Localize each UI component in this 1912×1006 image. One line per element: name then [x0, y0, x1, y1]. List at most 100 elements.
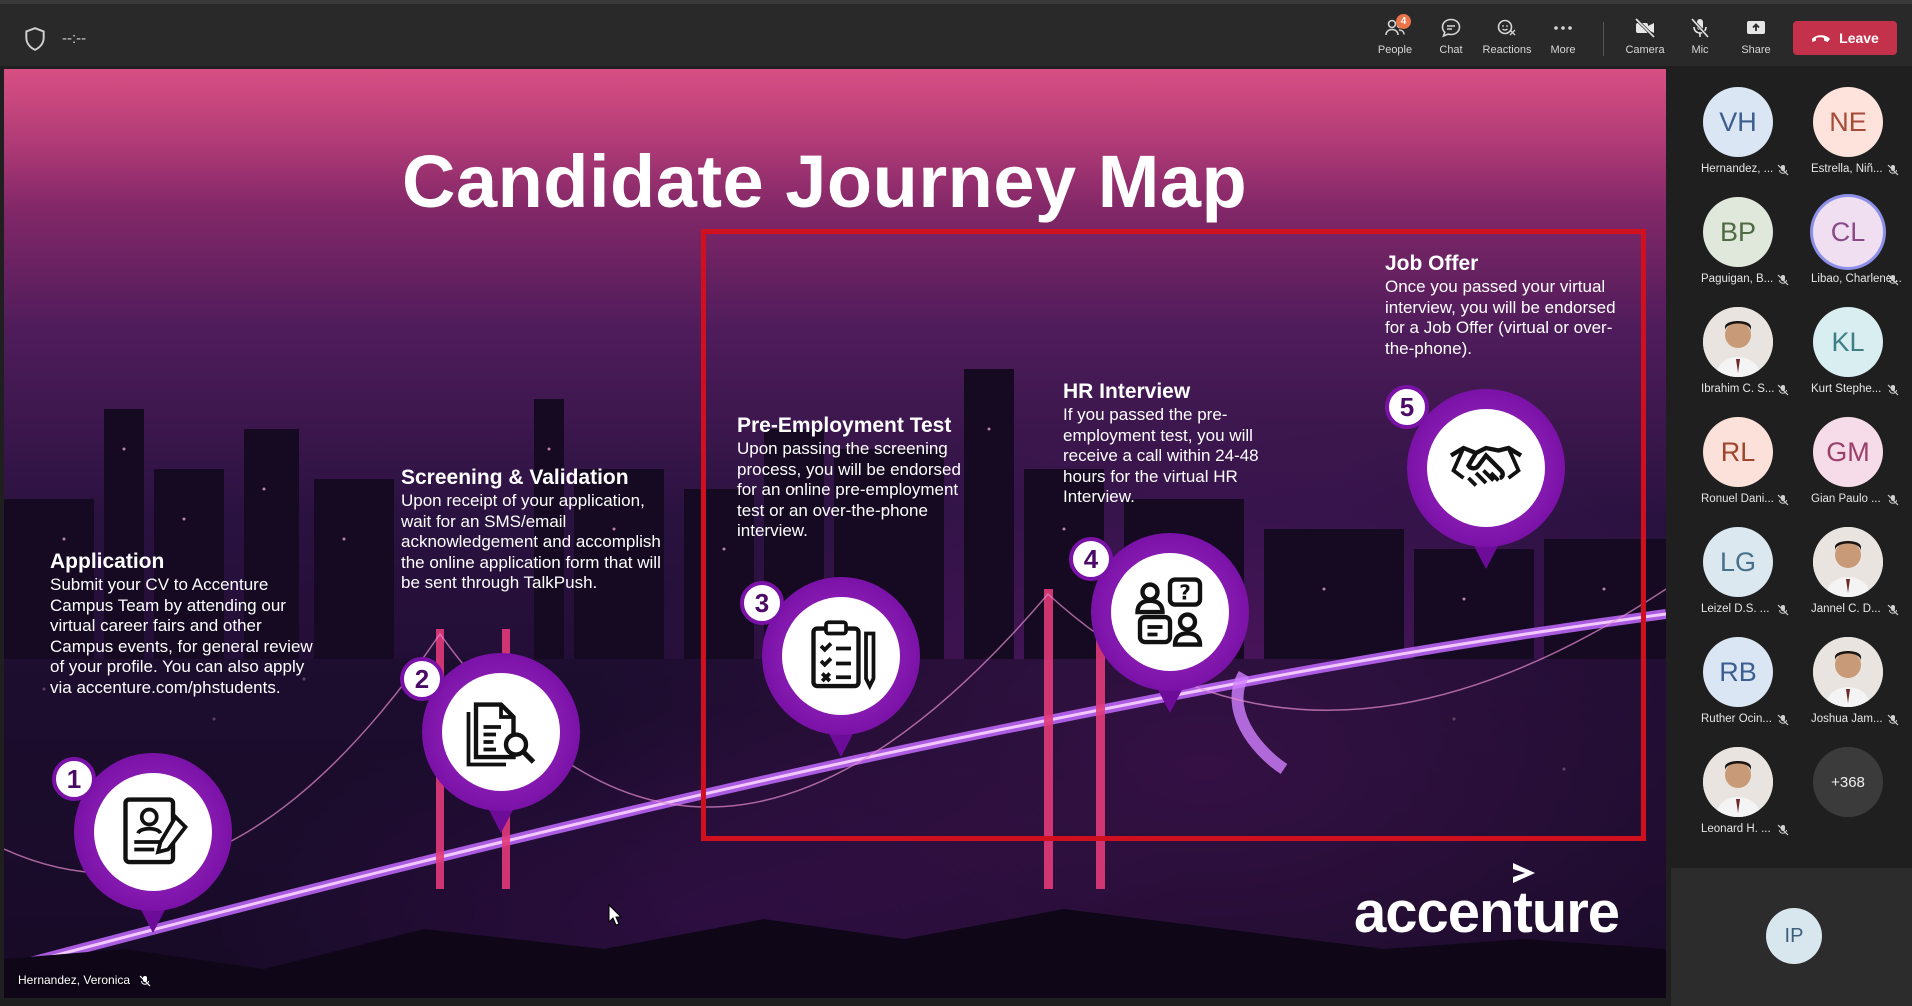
- mic-button[interactable]: Mic: [1672, 16, 1728, 64]
- participant-name: Jannel C. D...: [1811, 603, 1881, 615]
- more-button[interactable]: More: [1535, 16, 1591, 64]
- participant-name: Leizel D.S. ...: [1701, 603, 1770, 615]
- mic-muted-icon: [139, 975, 151, 987]
- participant-tile[interactable]: RB Ruther Ocin...: [1683, 627, 1793, 735]
- participant-avatar: KL: [1813, 307, 1883, 377]
- share-label: Share: [1741, 44, 1771, 56]
- step-5-text: Job Offer Once you passed your virtual i…: [1385, 251, 1635, 359]
- mic-muted-icon: [1777, 384, 1789, 396]
- self-view-tile[interactable]: IP: [1671, 868, 1912, 1006]
- participant-name: Ronuel Dani...: [1701, 493, 1774, 505]
- reactions-button[interactable]: Reactions: [1479, 16, 1535, 64]
- participant-name: Libao, Charlene...: [1811, 273, 1902, 285]
- participant-tile[interactable]: Ibrahim C. S...: [1683, 297, 1793, 405]
- leave-label: Leave: [1839, 30, 1879, 46]
- step-1-pin: [74, 753, 232, 943]
- step-4-pin: ?: [1091, 533, 1249, 723]
- participant-tile[interactable]: BP Paguigan, B...: [1683, 187, 1793, 295]
- people-button[interactable]: 4 People: [1367, 14, 1423, 64]
- step-2-pin: [422, 653, 580, 843]
- self-avatar: IP: [1766, 908, 1822, 964]
- participant-tile[interactable]: VH Hernandez, ...: [1683, 77, 1793, 185]
- more-participants-count: +368: [1813, 747, 1883, 817]
- more-dots-icon: [1554, 26, 1572, 30]
- mic-muted-icon: [1777, 604, 1789, 616]
- mic-off-icon: [1690, 18, 1710, 38]
- profile-photo-icon: [1813, 527, 1883, 597]
- participant-avatar: [1703, 307, 1773, 377]
- step-3-body: Upon passing the screening process, you …: [737, 439, 961, 540]
- shield-icon[interactable]: [22, 26, 48, 52]
- step-4-heading: HR Interview: [1063, 380, 1191, 403]
- participant-avatar: [1813, 527, 1883, 597]
- participant-name: Joshua Jam...: [1811, 713, 1883, 725]
- share-button[interactable]: Share: [1728, 16, 1784, 64]
- participant-avatar: [1813, 637, 1883, 707]
- participant-name: Kurt Stephe...: [1811, 383, 1882, 395]
- mic-muted-icon: [1777, 824, 1789, 836]
- participant-avatar: RB: [1703, 637, 1773, 707]
- step-3-text: Pre-Employment Test Upon passing the scr…: [737, 413, 977, 542]
- more-label: More: [1550, 44, 1576, 56]
- step-2-heading: Screening & Validation: [401, 466, 629, 489]
- participant-tile[interactable]: Joshua Jam...: [1793, 627, 1903, 735]
- participant-tile[interactable]: Leonard H. ...: [1683, 737, 1793, 845]
- step-3-number: 3: [740, 581, 784, 625]
- profile-photo-icon: [1703, 307, 1773, 377]
- participants-panel: VH Hernandez, ... NE Estrella, Niñ... BP Pagu…: [1671, 69, 1912, 1006]
- chat-button[interactable]: Chat: [1423, 16, 1479, 64]
- mic-muted-icon: [1777, 274, 1789, 286]
- step-5-number: 5: [1385, 385, 1429, 429]
- step-1-heading: Application: [50, 550, 165, 573]
- mic-muted-icon: [1887, 274, 1899, 286]
- participant-avatar: CL: [1813, 197, 1883, 267]
- participant-tile[interactable]: RL Ronuel Dani...: [1683, 407, 1793, 515]
- participant-name: Estrella, Niñ...: [1811, 163, 1883, 175]
- step-4-text: HR Interview If you passed the pre-emplo…: [1063, 379, 1288, 508]
- share-screen-icon: [1747, 21, 1765, 34]
- participant-tile[interactable]: Jannel C. D...: [1793, 517, 1903, 625]
- participant-tile[interactable]: GM Gian Paulo ...: [1793, 407, 1903, 515]
- more-participants-tile[interactable]: +368: [1793, 737, 1903, 845]
- participant-tile[interactable]: NE Estrella, Niñ...: [1793, 77, 1903, 185]
- participant-avatar: VH: [1703, 87, 1773, 157]
- slide-title: Candidate Journey Map: [402, 140, 1248, 223]
- mic-muted-icon: [1777, 164, 1789, 176]
- clipboard-checklist-icon: [811, 620, 876, 691]
- mic-muted-icon: [1887, 494, 1899, 506]
- reactions-icon: [1497, 19, 1516, 36]
- profile-photo-icon: [1813, 637, 1883, 707]
- reactions-label: Reactions: [1482, 44, 1532, 56]
- leave-button[interactable]: Leave: [1793, 21, 1897, 55]
- interview-icon: ?: [1135, 577, 1203, 647]
- presenter-name-tag: Hernandez, Veronica: [18, 973, 151, 987]
- step-3-heading: Pre-Employment Test: [737, 414, 952, 437]
- step-1-text: Application Submit your CV to Accenture …: [50, 549, 320, 698]
- participant-name: Ibrahim C. S...: [1701, 383, 1775, 395]
- step-4-body: If you passed the pre-employment test, y…: [1063, 405, 1259, 506]
- highlight-frame: [701, 229, 1646, 841]
- meeting-toolbar: --:-- 4 People Chat Reactions More Camer…: [0, 0, 1912, 66]
- step-5-body: Once you passed your virtual interview, …: [1385, 277, 1616, 358]
- participant-tile[interactable]: CL Libao, Charlene...: [1793, 187, 1903, 295]
- step-4-number: 4: [1069, 537, 1113, 581]
- camera-button[interactable]: Camera: [1617, 16, 1673, 64]
- svg-text:?: ?: [1179, 581, 1191, 605]
- chat-icon: [1441, 18, 1461, 38]
- participant-avatar: NE: [1813, 87, 1883, 157]
- hang-up-icon: [1812, 35, 1831, 42]
- participant-name: Hernandez, ...: [1701, 163, 1774, 175]
- participant-avatar: RL: [1703, 417, 1773, 487]
- chat-label: Chat: [1439, 44, 1463, 56]
- participant-tile[interactable]: KL Kurt Stephe...: [1793, 297, 1903, 405]
- people-label: People: [1377, 44, 1413, 56]
- step-2-number: 2: [400, 657, 444, 701]
- accenture-logo-arrow: [1513, 863, 1535, 883]
- participant-avatar: BP: [1703, 197, 1773, 267]
- mic-muted-icon: [1887, 164, 1899, 176]
- participant-avatar: LG: [1703, 527, 1773, 597]
- participant-tile[interactable]: LG Leizel D.S. ...: [1683, 517, 1793, 625]
- step-2-text: Screening & Validation Upon receipt of y…: [401, 465, 661, 594]
- toolbar-divider: [1603, 22, 1604, 56]
- document-search-icon: [466, 702, 536, 767]
